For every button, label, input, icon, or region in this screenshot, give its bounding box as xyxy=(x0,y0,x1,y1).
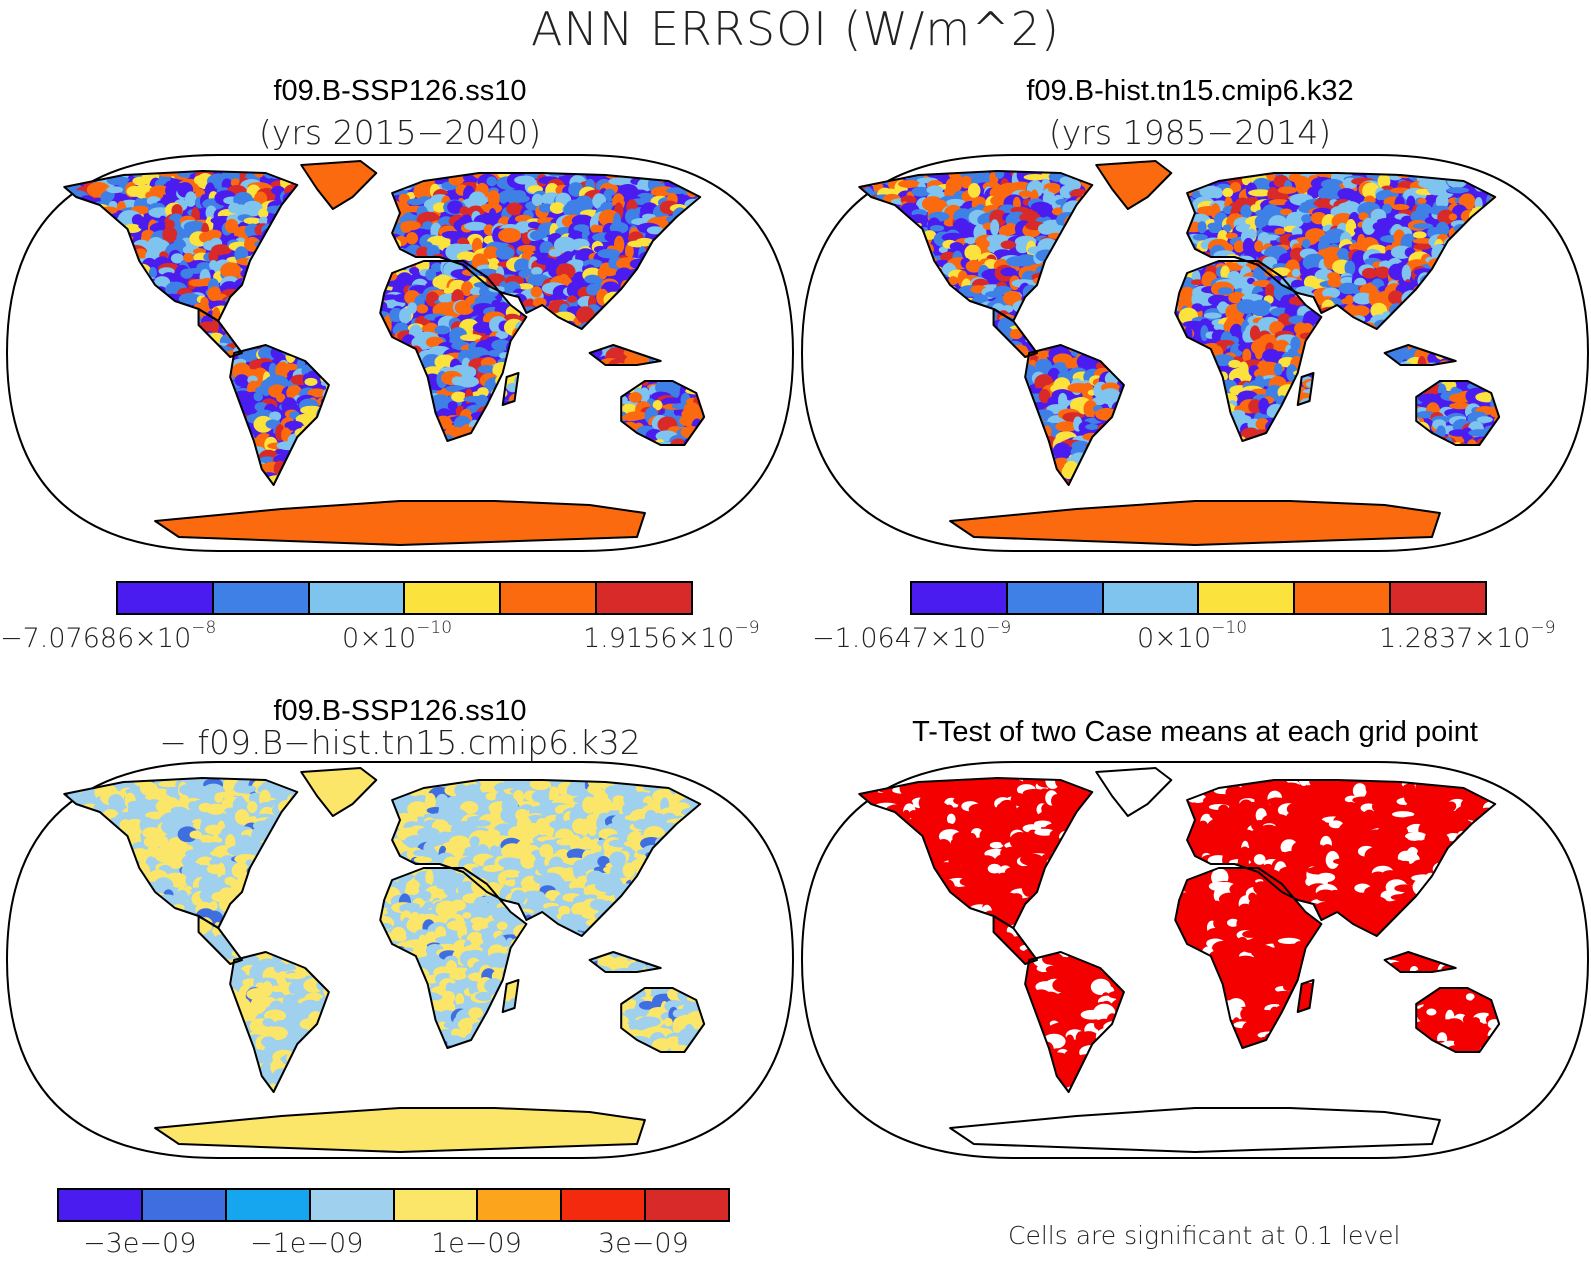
colorbar-swatch-1 xyxy=(59,1190,143,1220)
eurasia-outline xyxy=(391,172,702,330)
colorbar-label-mid-top-right: 0×10−10 xyxy=(1137,618,1248,654)
map-bottom-left xyxy=(5,761,795,1159)
colorbar-label-bottom-left-3: 1e−09 xyxy=(431,1228,522,1259)
north-america-outline xyxy=(63,170,299,322)
colorbar-swatch-2 xyxy=(213,583,310,613)
greenland-outline xyxy=(300,767,378,817)
panel-title-bottom-left: f09.B-SSP126.ss10 xyxy=(273,695,527,727)
colorbar-swatch-6 xyxy=(597,583,691,613)
north-america-outline xyxy=(858,777,1094,929)
significance-note: Cells are significant at 0.1 level xyxy=(1008,1221,1401,1250)
central-america-outline xyxy=(992,308,1038,358)
africa-outline xyxy=(1174,867,1323,1049)
colorbar-swatch-4 xyxy=(405,583,502,613)
australia-outline xyxy=(1415,380,1501,446)
colorbar-top-left xyxy=(116,581,693,615)
colorbar-swatch-2 xyxy=(142,1190,227,1220)
colorbar-label-bottom-left-4: 3e−09 xyxy=(598,1228,689,1259)
antarctica-outline xyxy=(154,500,646,546)
panel-title-top-left: f09.B-SSP126.ss10 xyxy=(273,75,527,107)
eurasia-outline xyxy=(1186,779,1497,937)
madagascar-outline xyxy=(501,372,520,406)
africa-outline xyxy=(379,867,528,1049)
panel-title-top-right: f09.B-hist.tn15.cmip6.k32 xyxy=(1026,75,1354,107)
colorbar-label-mid-top-left: 0×10−10 xyxy=(342,618,453,654)
indonesia-outline xyxy=(1383,951,1457,973)
map-top-left xyxy=(5,154,795,552)
colorbar-label-min-top-left: −7.07686×10−8 xyxy=(0,618,217,654)
greenland-outline xyxy=(300,160,378,210)
colorbar-swatch-8 xyxy=(646,1190,728,1220)
central-america-outline xyxy=(197,308,243,358)
indonesia-outline xyxy=(588,344,662,366)
madagascar-outline xyxy=(501,979,520,1013)
antarctica-outline xyxy=(154,1107,646,1153)
australia-outline xyxy=(620,380,706,446)
colorbar-swatch-3 xyxy=(309,583,406,613)
map-bottom-right xyxy=(800,761,1590,1159)
greenland-outline xyxy=(1095,160,1173,210)
colorbar-swatch-5 xyxy=(501,583,598,613)
indonesia-outline xyxy=(588,951,662,973)
colorbar-swatch-6 xyxy=(1391,583,1485,613)
north-america-outline xyxy=(63,777,299,929)
north-america-outline xyxy=(858,170,1094,322)
colorbar-swatch-2 xyxy=(1007,583,1104,613)
colorbar-label-max-top-left: 1.9156×10−9 xyxy=(583,618,760,654)
colorbar-label-max-top-right: 1.2837×10−9 xyxy=(1379,618,1556,654)
africa-outline xyxy=(1174,260,1323,442)
south-america-outline xyxy=(229,951,330,1093)
colorbar-label-min-top-right: −1.0647×10−9 xyxy=(812,618,1012,654)
colorbar-swatch-1 xyxy=(118,583,214,613)
antarctica-outline xyxy=(949,500,1441,546)
figure-title: ANN ERRSOI (W/m^2) xyxy=(531,2,1060,56)
colorbar-swatch-5 xyxy=(394,1190,479,1220)
colorbar-bottom-left xyxy=(57,1188,730,1222)
colorbar-swatch-5 xyxy=(1295,583,1392,613)
panel-title-bottom-right: T-Test of two Case means at each grid po… xyxy=(912,716,1478,748)
colorbar-label-bottom-left-1: −3e−09 xyxy=(83,1228,197,1259)
map-top-right xyxy=(800,154,1590,552)
australia-outline xyxy=(620,987,706,1053)
africa-outline xyxy=(379,260,528,442)
colorbar-top-right xyxy=(910,581,1487,615)
colorbar-swatch-3 xyxy=(1103,583,1200,613)
greenland-outline xyxy=(1095,767,1173,817)
central-america-outline xyxy=(197,915,243,965)
panel-subtitle-bottom-left: − f09.B−hist.tn15.cmip6.k32 xyxy=(159,723,641,762)
colorbar-swatch-6 xyxy=(478,1190,563,1220)
antarctica-outline xyxy=(949,1107,1441,1153)
australia-outline xyxy=(1415,987,1501,1053)
colorbar-swatch-7 xyxy=(562,1190,647,1220)
indonesia-outline xyxy=(1383,344,1457,366)
madagascar-outline xyxy=(1296,372,1315,406)
colorbar-swatch-4 xyxy=(1199,583,1296,613)
eurasia-outline xyxy=(391,779,702,937)
colorbar-swatch-3 xyxy=(226,1190,311,1220)
south-america-outline xyxy=(1024,951,1125,1093)
eurasia-outline xyxy=(1186,172,1497,330)
central-america-outline xyxy=(992,915,1038,965)
madagascar-outline xyxy=(1296,979,1315,1013)
south-america-outline xyxy=(1024,344,1125,486)
panel-subtitle-top-right: (yrs 1985−2014) xyxy=(1048,113,1332,152)
colorbar-swatch-1 xyxy=(912,583,1008,613)
colorbar-label-bottom-left-2: −1e−09 xyxy=(250,1228,364,1259)
panel-subtitle-top-left: (yrs 2015−2040) xyxy=(258,113,542,152)
colorbar-swatch-4 xyxy=(310,1190,395,1220)
south-america-outline xyxy=(229,344,330,486)
